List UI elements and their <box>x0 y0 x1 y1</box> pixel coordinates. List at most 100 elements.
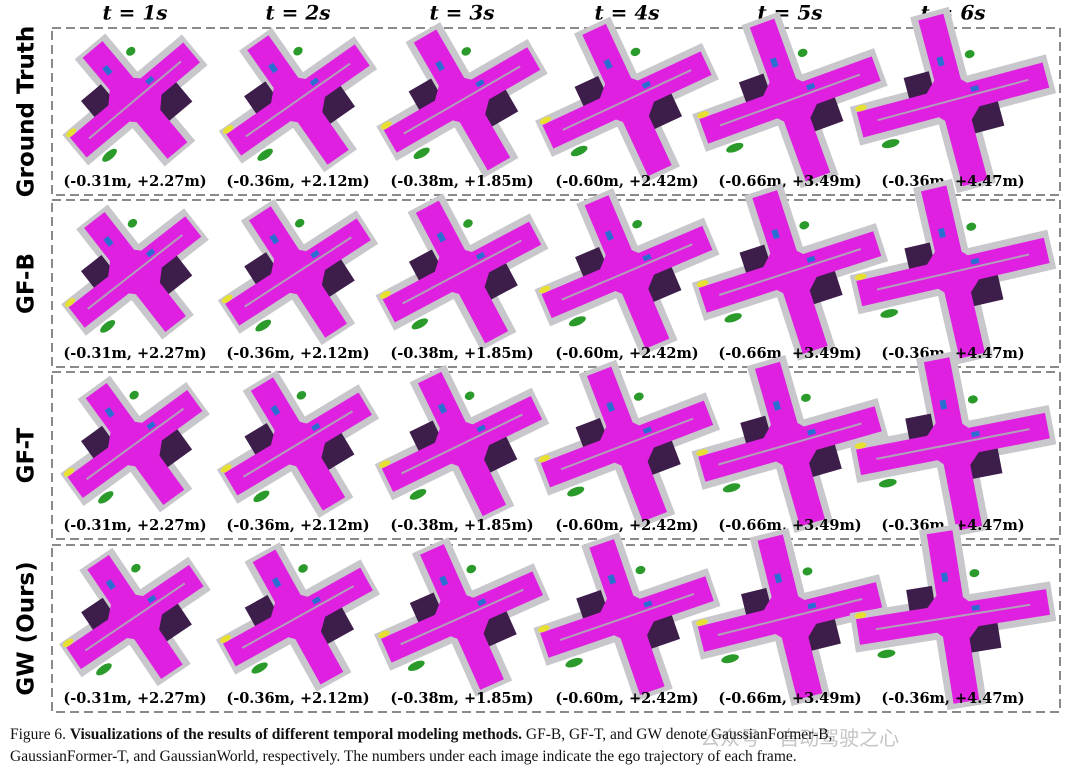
trajectory-label: (-0.36m, +4.47m) <box>881 173 1024 190</box>
row-frame <box>51 199 1061 368</box>
column-header: t = 1s <box>102 1 167 25</box>
occupancy-map <box>692 11 888 189</box>
lane <box>559 593 695 641</box>
trajectory-label: (-0.36m, +2.12m) <box>226 690 369 707</box>
vehicle <box>105 579 116 590</box>
tree <box>100 319 116 333</box>
vegetation <box>903 71 935 100</box>
tree <box>126 46 136 56</box>
sign <box>221 294 233 304</box>
lane <box>245 62 351 138</box>
row-frame <box>51 27 1061 196</box>
tree <box>567 486 585 497</box>
lane <box>562 69 692 131</box>
tree <box>565 657 583 668</box>
tree <box>129 390 139 400</box>
trajectory-label: (-0.66m, +3.49m) <box>718 345 861 362</box>
sign <box>539 285 551 294</box>
vehicle <box>435 60 445 72</box>
vehicle <box>772 400 782 411</box>
tree <box>878 478 897 488</box>
vegetation <box>740 415 772 445</box>
vehicle <box>146 421 156 430</box>
trajectory-label: (-0.38m, +1.85m) <box>390 345 533 362</box>
vehicle <box>603 58 613 70</box>
vehicle <box>437 403 448 414</box>
trajectory-label: (-0.60m, +2.42m) <box>555 517 698 534</box>
occupancy-map <box>61 204 209 340</box>
vehicle <box>642 426 653 435</box>
trajectory-label: (-0.36m, +2.12m) <box>226 517 369 534</box>
vehicle <box>970 85 980 92</box>
vehicle <box>476 424 486 433</box>
trajectory-label: (-0.36m, +2.12m) <box>226 345 369 362</box>
vehicle <box>147 594 157 604</box>
occupancy-map <box>375 193 549 351</box>
sign <box>537 625 550 633</box>
caption-title: Visualizations of the results of differe… <box>69 726 523 743</box>
tree <box>969 569 980 578</box>
vehicle <box>309 77 320 87</box>
row-label: GF-T <box>14 427 40 483</box>
vehicle <box>311 422 321 432</box>
trajectory-label: (-0.31m, +2.27m) <box>63 517 206 534</box>
occupancy-map <box>849 178 1057 366</box>
vehicle <box>938 227 946 239</box>
tree <box>877 649 896 659</box>
vehicle <box>939 399 948 410</box>
sign <box>855 104 867 112</box>
occupancy-map <box>691 527 889 707</box>
sign <box>220 464 232 473</box>
vegetation <box>906 585 936 612</box>
trajectory-label: (-0.38m, +1.85m) <box>390 517 533 534</box>
lane <box>718 248 862 296</box>
lane <box>719 73 861 127</box>
occupancy-map <box>62 33 208 167</box>
vegetation <box>741 587 772 616</box>
caption-line2: GaussianFormer-T, and GaussianWorld, res… <box>10 748 797 765</box>
vehicle <box>310 250 320 259</box>
tree <box>257 148 273 161</box>
tree <box>568 316 586 327</box>
lane <box>400 588 524 646</box>
tree <box>413 147 430 159</box>
vehicle <box>104 407 115 418</box>
sign <box>378 630 390 638</box>
occupancy-map <box>849 523 1057 711</box>
vehicle <box>970 257 980 265</box>
lane <box>403 65 521 135</box>
tree <box>98 491 114 504</box>
sign <box>539 116 551 125</box>
vehicle <box>771 228 780 240</box>
lane <box>718 422 862 466</box>
vehicle <box>436 231 446 243</box>
row-label: GF-B <box>14 253 40 314</box>
lane <box>244 236 352 308</box>
tree <box>881 139 900 149</box>
tree <box>131 563 141 573</box>
vehicle <box>604 230 614 241</box>
vegetation <box>904 242 935 270</box>
tree <box>632 220 643 229</box>
lane <box>401 413 523 475</box>
trajectory-label: (-0.31m, +2.27m) <box>63 690 206 707</box>
lane <box>560 417 694 471</box>
vegetation <box>739 244 772 274</box>
occupancy-map <box>218 27 378 173</box>
tree <box>407 660 425 671</box>
sign <box>696 449 708 456</box>
vegetation <box>408 78 443 111</box>
vehicle <box>270 404 281 416</box>
vegetation <box>81 425 116 459</box>
vegetation <box>738 73 771 104</box>
sign <box>64 298 76 307</box>
trajectory-label: (-0.36m, +2.12m) <box>226 173 369 190</box>
sign <box>66 128 77 138</box>
column-header: t = 2s <box>265 1 330 25</box>
tree <box>298 564 308 573</box>
tree <box>251 662 268 674</box>
tree <box>102 148 117 162</box>
trajectory-label: (-0.38m, +1.85m) <box>390 173 533 190</box>
occupancy-map <box>59 547 211 687</box>
